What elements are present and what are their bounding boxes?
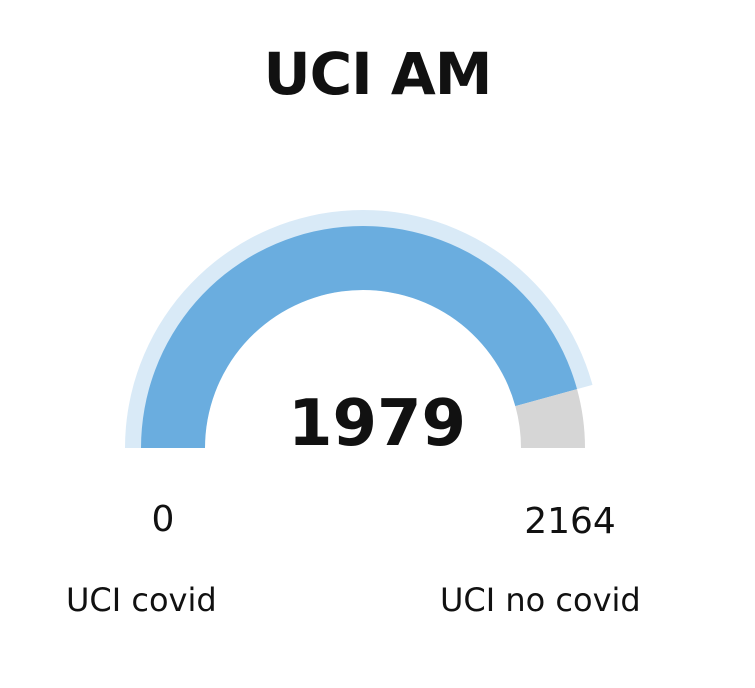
gauge-value-label: 1979 [288,387,466,461]
left-caption: UCI covid [66,581,217,619]
right-caption: UCI no covid [440,581,641,619]
gauge-remainder-arc [515,389,585,448]
chart-title: UCI AM [263,40,492,108]
gauge-min-label: 0 [151,499,175,540]
gauge-max-label: 2164 [524,501,616,542]
gauge-value-arc [141,225,578,448]
